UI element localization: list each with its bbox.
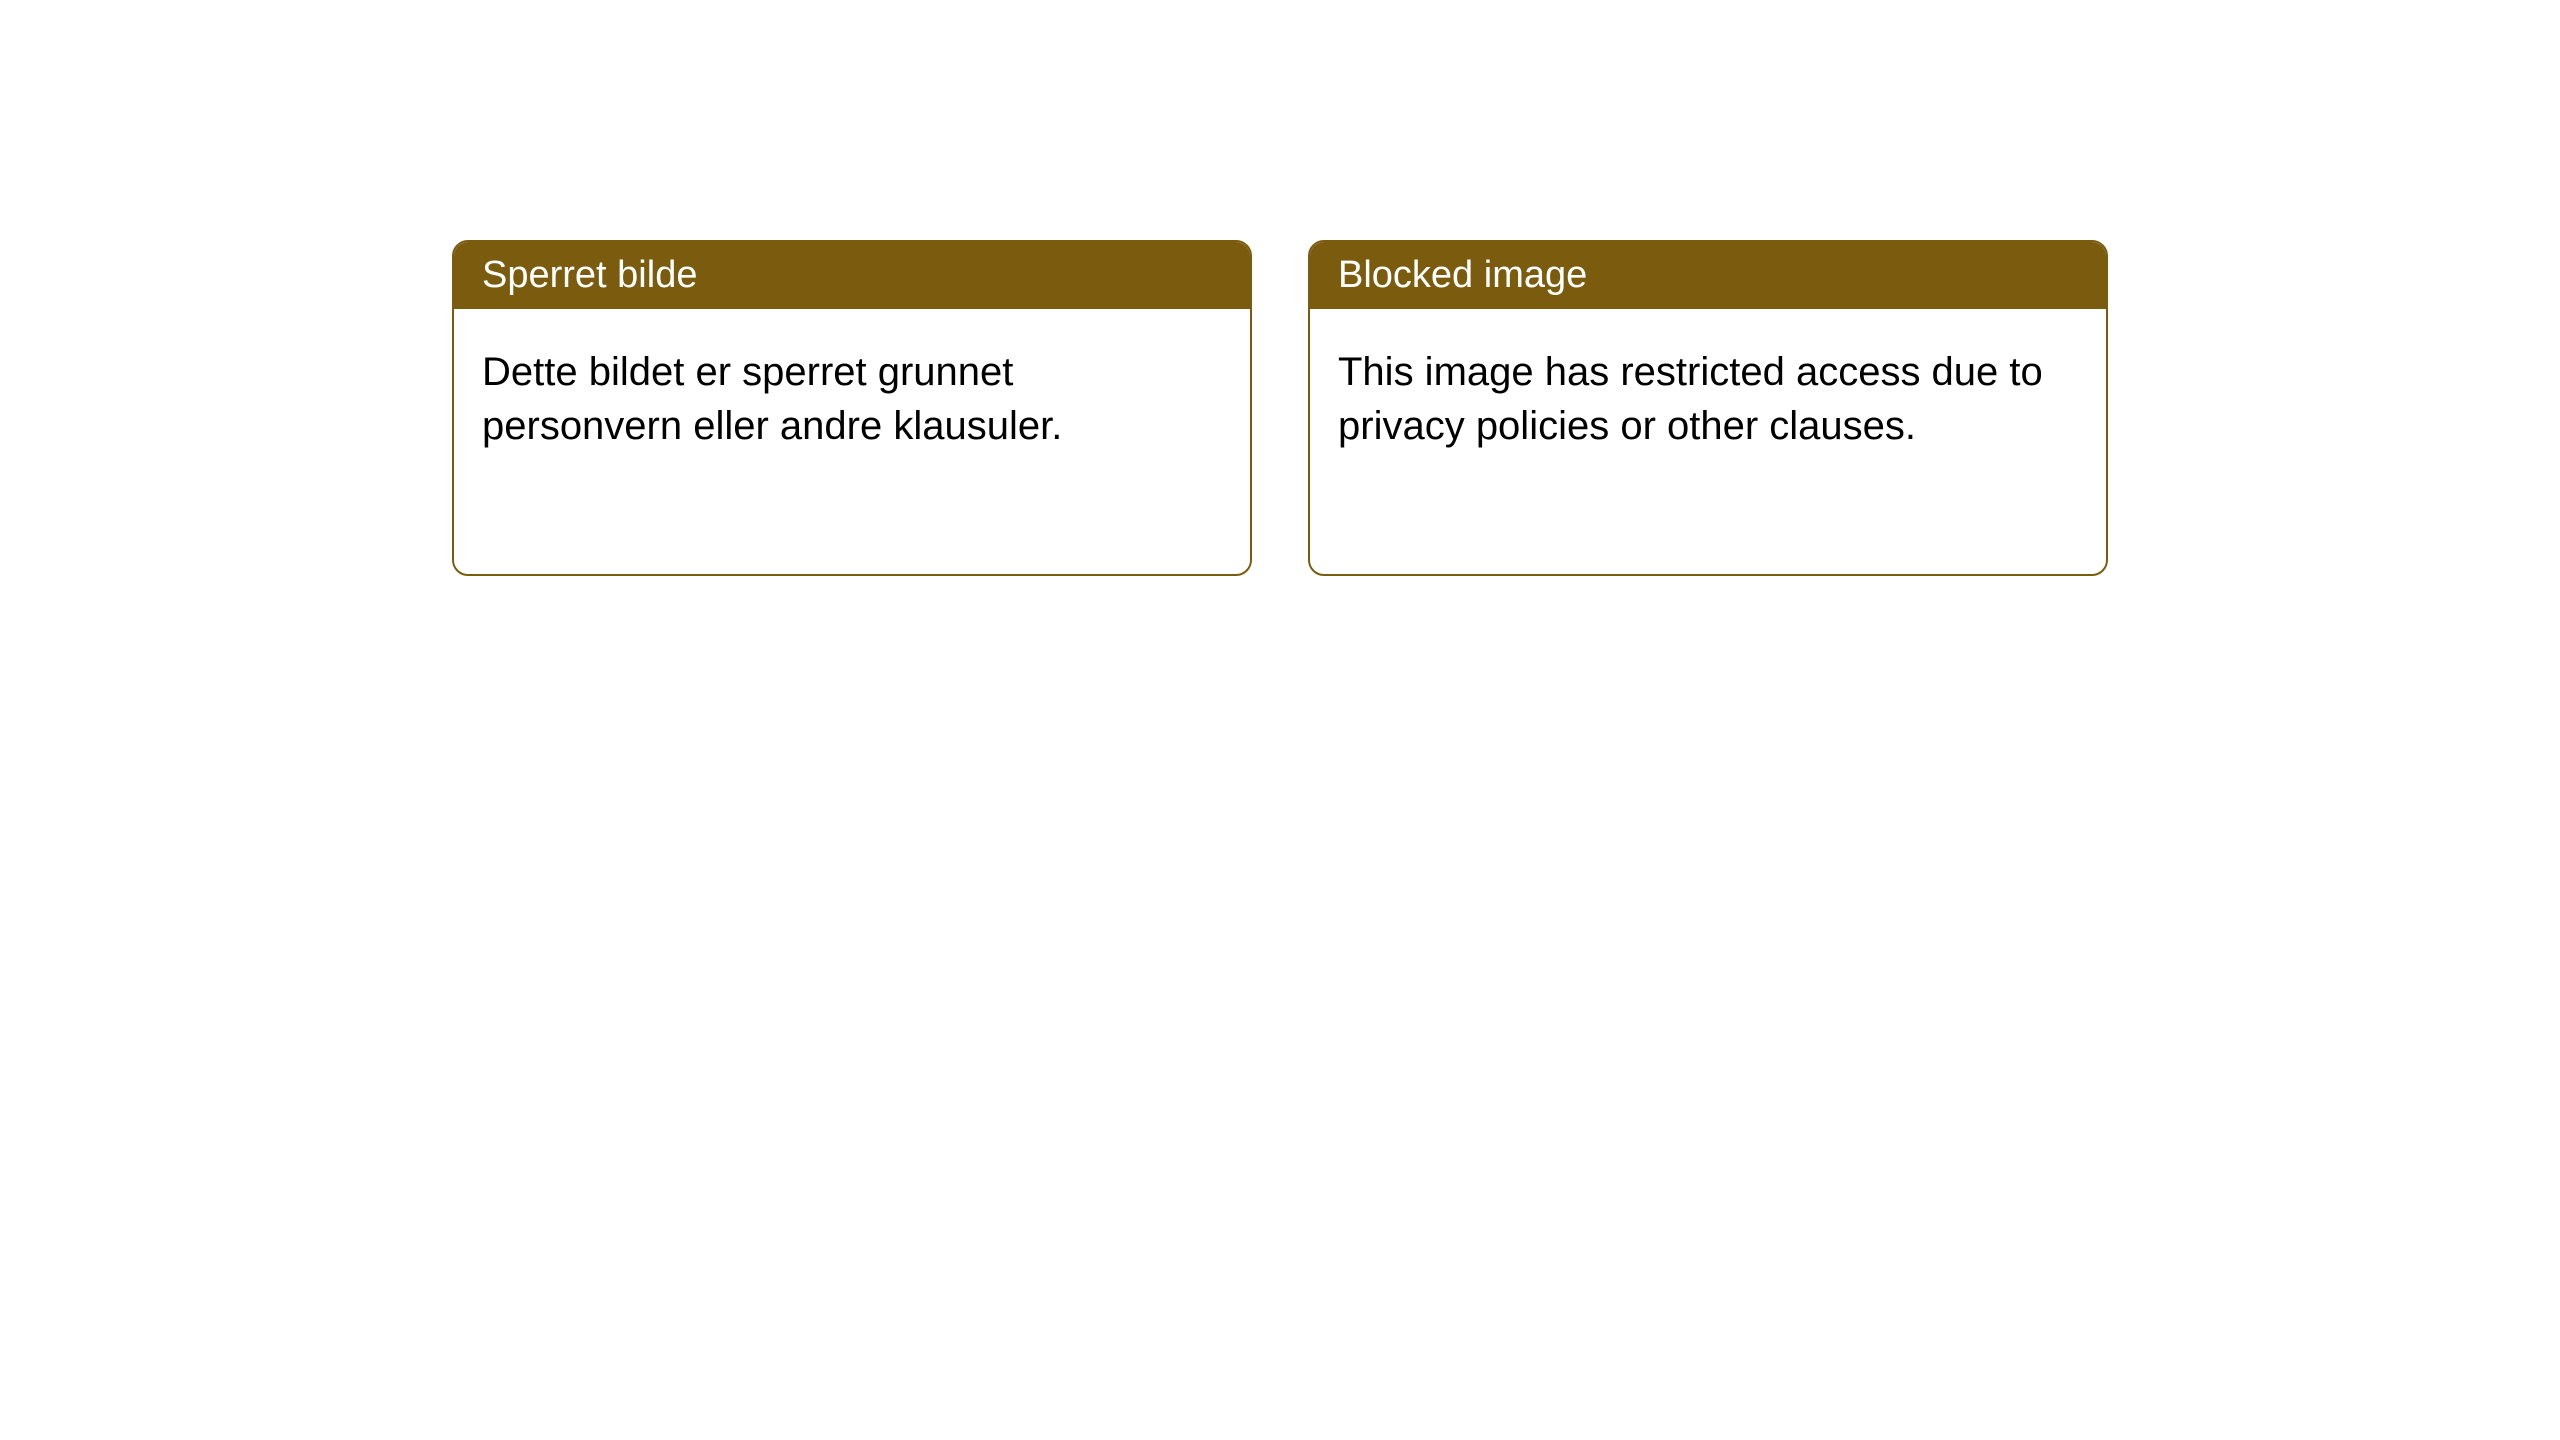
card-title: Sperret bilde <box>482 254 697 296</box>
card-body: This image has restricted access due to … <box>1310 309 2106 489</box>
card-title: Blocked image <box>1338 254 1587 296</box>
blocked-image-card-en: Blocked image This image has restricted … <box>1308 240 2108 576</box>
cards-container: Sperret bilde Dette bildet er sperret gr… <box>0 240 2560 576</box>
card-header: Sperret bilde <box>454 242 1250 309</box>
card-body-text: This image has restricted access due to … <box>1338 350 2043 448</box>
card-body: Dette bildet er sperret grunnet personve… <box>454 309 1250 489</box>
blocked-image-card-no: Sperret bilde Dette bildet er sperret gr… <box>452 240 1252 576</box>
card-header: Blocked image <box>1310 242 2106 309</box>
card-body-text: Dette bildet er sperret grunnet personve… <box>482 350 1062 448</box>
